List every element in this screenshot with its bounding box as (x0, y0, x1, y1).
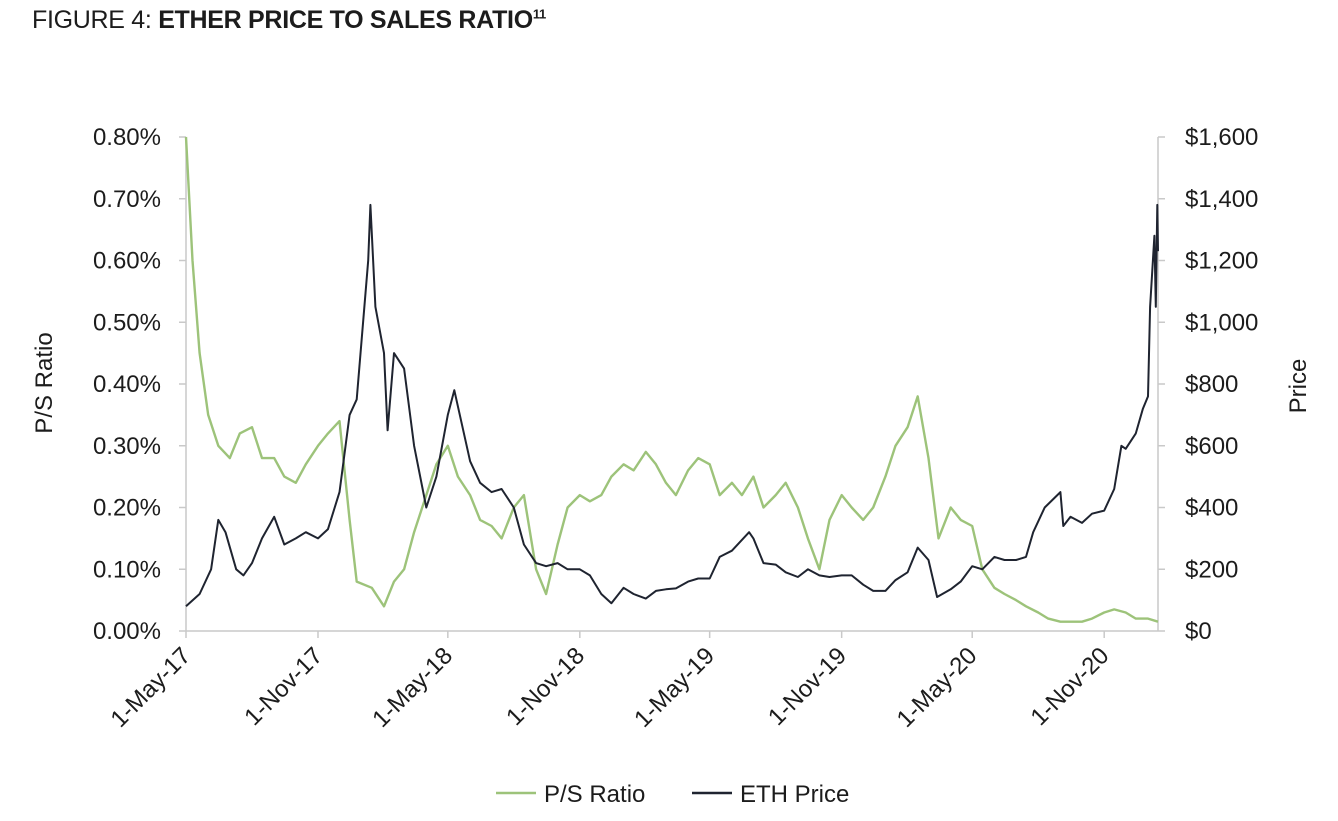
y-right-tick-label: $200 (1185, 556, 1238, 583)
y-left-tick-label: 0.40% (93, 371, 161, 398)
y-left-tick-label: 0.30% (93, 433, 161, 460)
y-left-tick-label: 0.00% (93, 618, 161, 645)
y-right-tick-label: $600 (1185, 433, 1238, 460)
x-tick-label: 1-May-19 (629, 642, 720, 733)
p-s-ratio-series-line (184, 136, 1159, 623)
x-tick-label: 1-Nov-17 (239, 642, 328, 731)
y-left-tick-label: 0.60% (93, 248, 161, 275)
x-tick-label: 1-May-18 (367, 642, 458, 733)
footnote-marker: 11 (532, 6, 546, 22)
x-tick-label: 1-Nov-20 (1026, 642, 1115, 731)
legend-label-eth-price: ETH Price (740, 781, 849, 808)
figure-title: FIGURE 4: ETHER PRICE TO SALES RATIO11 (32, 6, 546, 35)
x-tick-label: 1-Nov-18 (501, 642, 590, 731)
y-right-tick-label: $1,600 (1185, 124, 1258, 151)
y-right-tick-label: $400 (1185, 495, 1238, 522)
series-layer (184, 136, 1159, 623)
axes (179, 136, 1165, 638)
x-tick-label: 1-May-20 (892, 642, 983, 733)
x-tick-label: 1-May-17 (105, 642, 196, 733)
y-right-tick-label: $1,000 (1185, 309, 1258, 336)
y-right-tick-label: $1,200 (1185, 248, 1258, 275)
y-right-tick-label: $800 (1185, 371, 1238, 398)
y-left-tick-label: 0.50% (93, 309, 161, 336)
y-left-tick-label: 0.10% (93, 556, 161, 583)
x-tick-label: 1-Nov-19 (763, 642, 852, 731)
figure-title-text: ETHER PRICE TO SALES RATIO (158, 6, 533, 34)
tick-labels: 0.00% 0.10% 0.20% 0.30% 0.40% 0.50% 0.60% 0.70%… (93, 124, 1258, 733)
y-axis-left-title: P/S Ratio (31, 332, 58, 433)
eth-price-series-line (185, 203, 1159, 608)
y-left-tick-label: 0.80% (93, 124, 161, 151)
y-right-tick-label: $1,400 (1185, 186, 1258, 213)
y-right-tick-label: $0 (1185, 618, 1212, 645)
figure-label: FIGURE 4: (32, 6, 159, 34)
legend-label-p-s-ratio: P/S Ratio (544, 781, 645, 808)
y-left-tick-label: 0.70% (93, 186, 161, 213)
y-left-tick-label: 0.20% (93, 495, 161, 522)
y-axis-right-title: Price (1285, 359, 1312, 414)
legend: P/S Ratio ETH Price (496, 781, 849, 808)
